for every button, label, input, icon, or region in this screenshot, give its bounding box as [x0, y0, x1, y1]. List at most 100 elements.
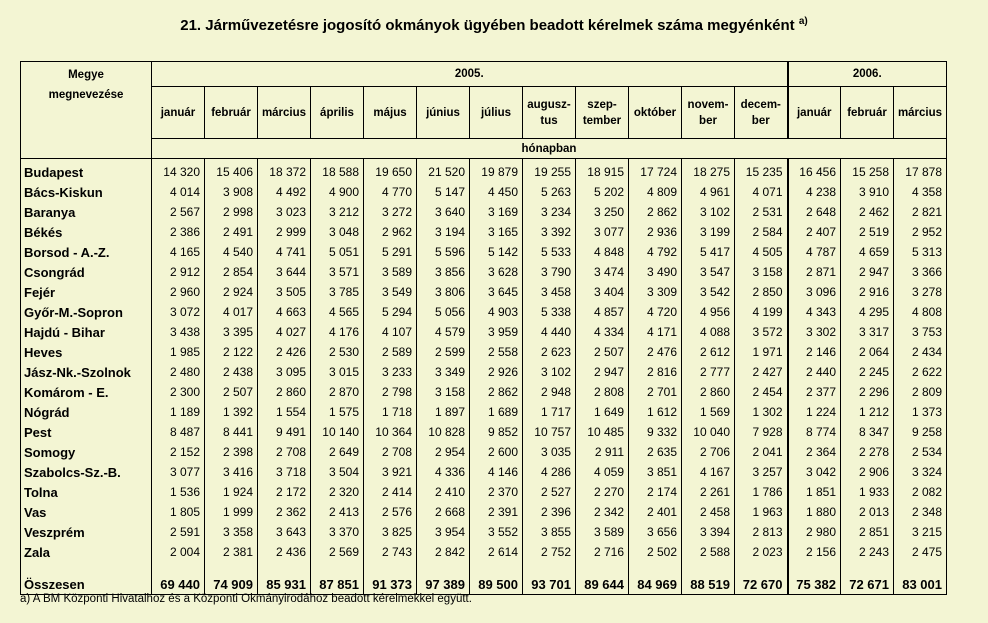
value-cell: 87 851: [310, 562, 364, 595]
value-cell: 1 212: [840, 402, 894, 422]
value-cell: 2 648: [786, 202, 841, 222]
value-cell: 3 102: [522, 362, 576, 382]
table-row: Heves 1 985 2 122 2 426 2 530 2 589 2 599 2 558…: [20, 342, 947, 362]
total-row: Összesen 69 440 74 909 85 931 87 851 91 373 97…: [20, 562, 947, 595]
value-cell: 2 502: [628, 542, 682, 562]
value-cell: 2 427: [734, 362, 788, 382]
value-cell: 2 381: [204, 542, 258, 562]
value-cell: 2 440: [786, 362, 841, 382]
month-label: június: [426, 106, 460, 119]
value-cell: 1 963: [734, 502, 788, 522]
value-cell: 3 474: [575, 262, 629, 282]
month-header: június: [416, 86, 470, 139]
value-cell: 2 576: [363, 502, 417, 522]
value-cell: 89 500: [469, 562, 523, 595]
value-cell: 3 212: [310, 202, 364, 222]
value-cell: 4 358: [893, 182, 947, 202]
value-cell: 1 924: [204, 482, 258, 502]
value-cell: 3 404: [575, 282, 629, 302]
value-cell: 7 928: [734, 422, 788, 442]
value-cell: 19 650: [363, 158, 417, 182]
value-cell: 2 623: [522, 342, 576, 362]
county-name: Szabolcs-Sz.-B.: [20, 462, 152, 482]
unit-row: hónapban: [151, 138, 947, 159]
value-cell: 2 377: [786, 382, 841, 402]
value-cell: 2 584: [734, 222, 788, 242]
value-cell: 3 077: [575, 222, 629, 242]
table-row: Jász-Nk.-Szolnok 2 480 2 438 3 095 3 015 3 23…: [20, 362, 947, 382]
value-cell: 89 644: [575, 562, 629, 595]
month-label: novem-: [687, 98, 729, 111]
value-cell: 10 040: [681, 422, 735, 442]
value-cell: 3 542: [681, 282, 735, 302]
value-cell: 2 414: [363, 482, 417, 502]
value-cell: 1 575: [310, 402, 364, 422]
value-cell: 5 147: [416, 182, 470, 202]
value-cell: 2 591: [151, 522, 205, 542]
value-cell: 4 956: [681, 302, 735, 322]
value-cell: 18 372: [257, 158, 311, 182]
value-cell: 2 813: [734, 522, 788, 542]
value-cell: 2 462: [840, 202, 894, 222]
value-cell: 2 296: [840, 382, 894, 402]
county-name: Komárom - E.: [20, 382, 152, 402]
table-row: Baranya 2 567 2 998 3 023 3 212 3 272 3 640 3 1…: [20, 202, 947, 222]
value-cell: 88 519: [681, 562, 735, 595]
value-cell: 2 434: [893, 342, 947, 362]
value-cell: 2 777: [681, 362, 735, 382]
value-cell: 3 257: [734, 462, 788, 482]
value-cell: 4 792: [628, 242, 682, 262]
value-cell: 4 017: [204, 302, 258, 322]
month-header: március: [257, 86, 311, 139]
value-cell: 2 947: [840, 262, 894, 282]
county-name: Csongrád: [20, 262, 152, 282]
value-cell: 17 878: [893, 158, 947, 182]
value-cell: 2 998: [204, 202, 258, 222]
value-cell: 4 088: [681, 322, 735, 342]
value-cell: 4 167: [681, 462, 735, 482]
value-cell: 97 389: [416, 562, 470, 595]
value-cell: 2 612: [681, 342, 735, 362]
table-row: Bács-Kiskun 4 014 3 908 4 492 4 900 4 770 5 14…: [20, 182, 947, 202]
county-name: Bács-Kiskun: [20, 182, 152, 202]
value-cell: 3 370: [310, 522, 364, 542]
value-cell: 2 243: [840, 542, 894, 562]
data-table: Megye megnevezése 2005. 2006. január febr…: [20, 61, 947, 595]
value-cell: 3 416: [204, 462, 258, 482]
value-cell: 2 122: [204, 342, 258, 362]
value-cell: 2 391: [469, 502, 523, 522]
value-cell: 3 438: [151, 322, 205, 342]
value-cell: 5 417: [681, 242, 735, 262]
month-header: decem-ber: [734, 86, 788, 139]
table-row: Zala 2 004 2 381 2 436 2 569 2 743 2 842 2 614 2…: [20, 542, 947, 562]
value-cell: 3 571: [310, 262, 364, 282]
value-cell: 2 808: [575, 382, 629, 402]
value-cell: 4 857: [575, 302, 629, 322]
value-cell: 2 936: [628, 222, 682, 242]
value-cell: 3 035: [522, 442, 576, 462]
value-cell: 2 386: [151, 222, 205, 242]
month-label: február: [211, 106, 251, 119]
value-cell: 2 622: [893, 362, 947, 382]
month-header: novem-ber: [681, 86, 735, 139]
value-cell: 19 255: [522, 158, 576, 182]
month-label: április: [320, 106, 354, 119]
value-cell: 2 999: [257, 222, 311, 242]
value-cell: 4 176: [310, 322, 364, 342]
value-cell: 2 507: [575, 342, 629, 362]
value-cell: 15 258: [840, 158, 894, 182]
value-cell: 2 842: [416, 542, 470, 562]
value-cell: 2 082: [893, 482, 947, 502]
value-cell: 2 426: [257, 342, 311, 362]
value-cell: 3 272: [363, 202, 417, 222]
value-cell: 4 440: [522, 322, 576, 342]
value-cell: 2 530: [310, 342, 364, 362]
value-cell: 4 107: [363, 322, 417, 342]
value-cell: 3 234: [522, 202, 576, 222]
value-cell: 10 140: [310, 422, 364, 442]
value-cell: 5 291: [363, 242, 417, 262]
table-row: Csongrád 2 912 2 854 3 644 3 571 3 589 3 856 3 …: [20, 262, 947, 282]
value-cell: 4 540: [204, 242, 258, 262]
value-cell: 4 663: [257, 302, 311, 322]
value-cell: 2 752: [522, 542, 576, 562]
